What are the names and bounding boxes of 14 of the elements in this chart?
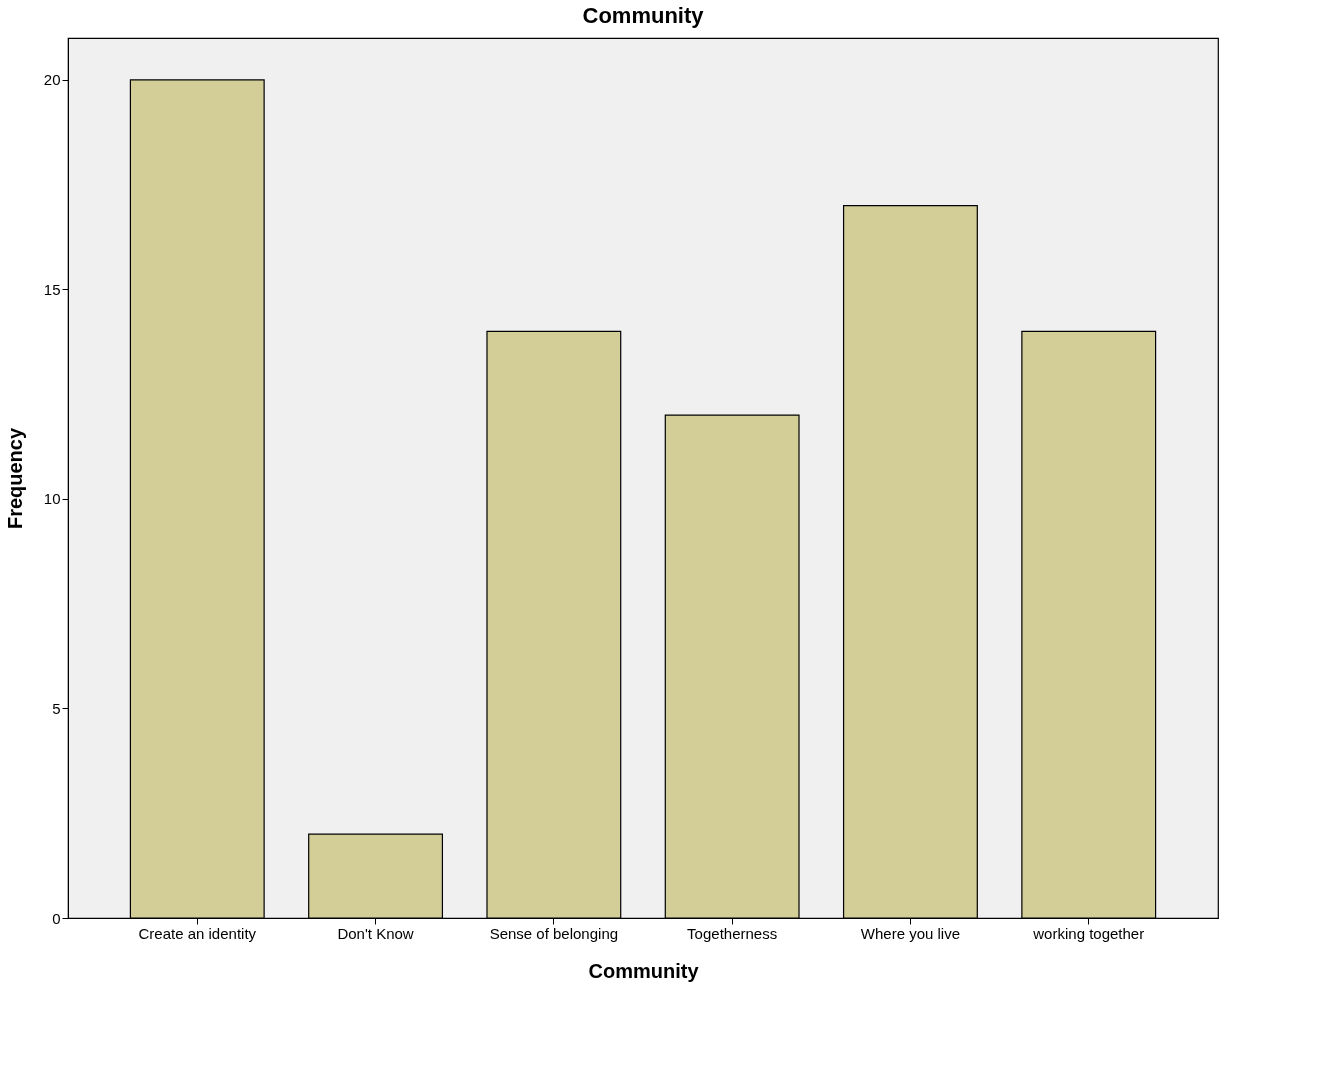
y-tick-label: 0 (52, 909, 61, 927)
chart-title: Community (582, 3, 705, 28)
x-tick-label: Where you live (860, 924, 961, 942)
y-tick-label: 5 (52, 699, 61, 717)
y-tick-label: 20 (43, 71, 61, 89)
x-tick-label: working together (1032, 924, 1145, 942)
x-tick-label: Sense of belonging (489, 924, 619, 942)
x-tick-label: Don't Know (337, 924, 414, 942)
x-axis-title: Community (588, 959, 700, 982)
y-tick-label: 10 (43, 490, 61, 508)
x-tick-label: Togetherness (687, 924, 778, 942)
x-tick-label: Create an identity (138, 924, 257, 942)
y-axis-title: Frequency (3, 427, 26, 530)
y-tick-label: 15 (43, 280, 61, 298)
